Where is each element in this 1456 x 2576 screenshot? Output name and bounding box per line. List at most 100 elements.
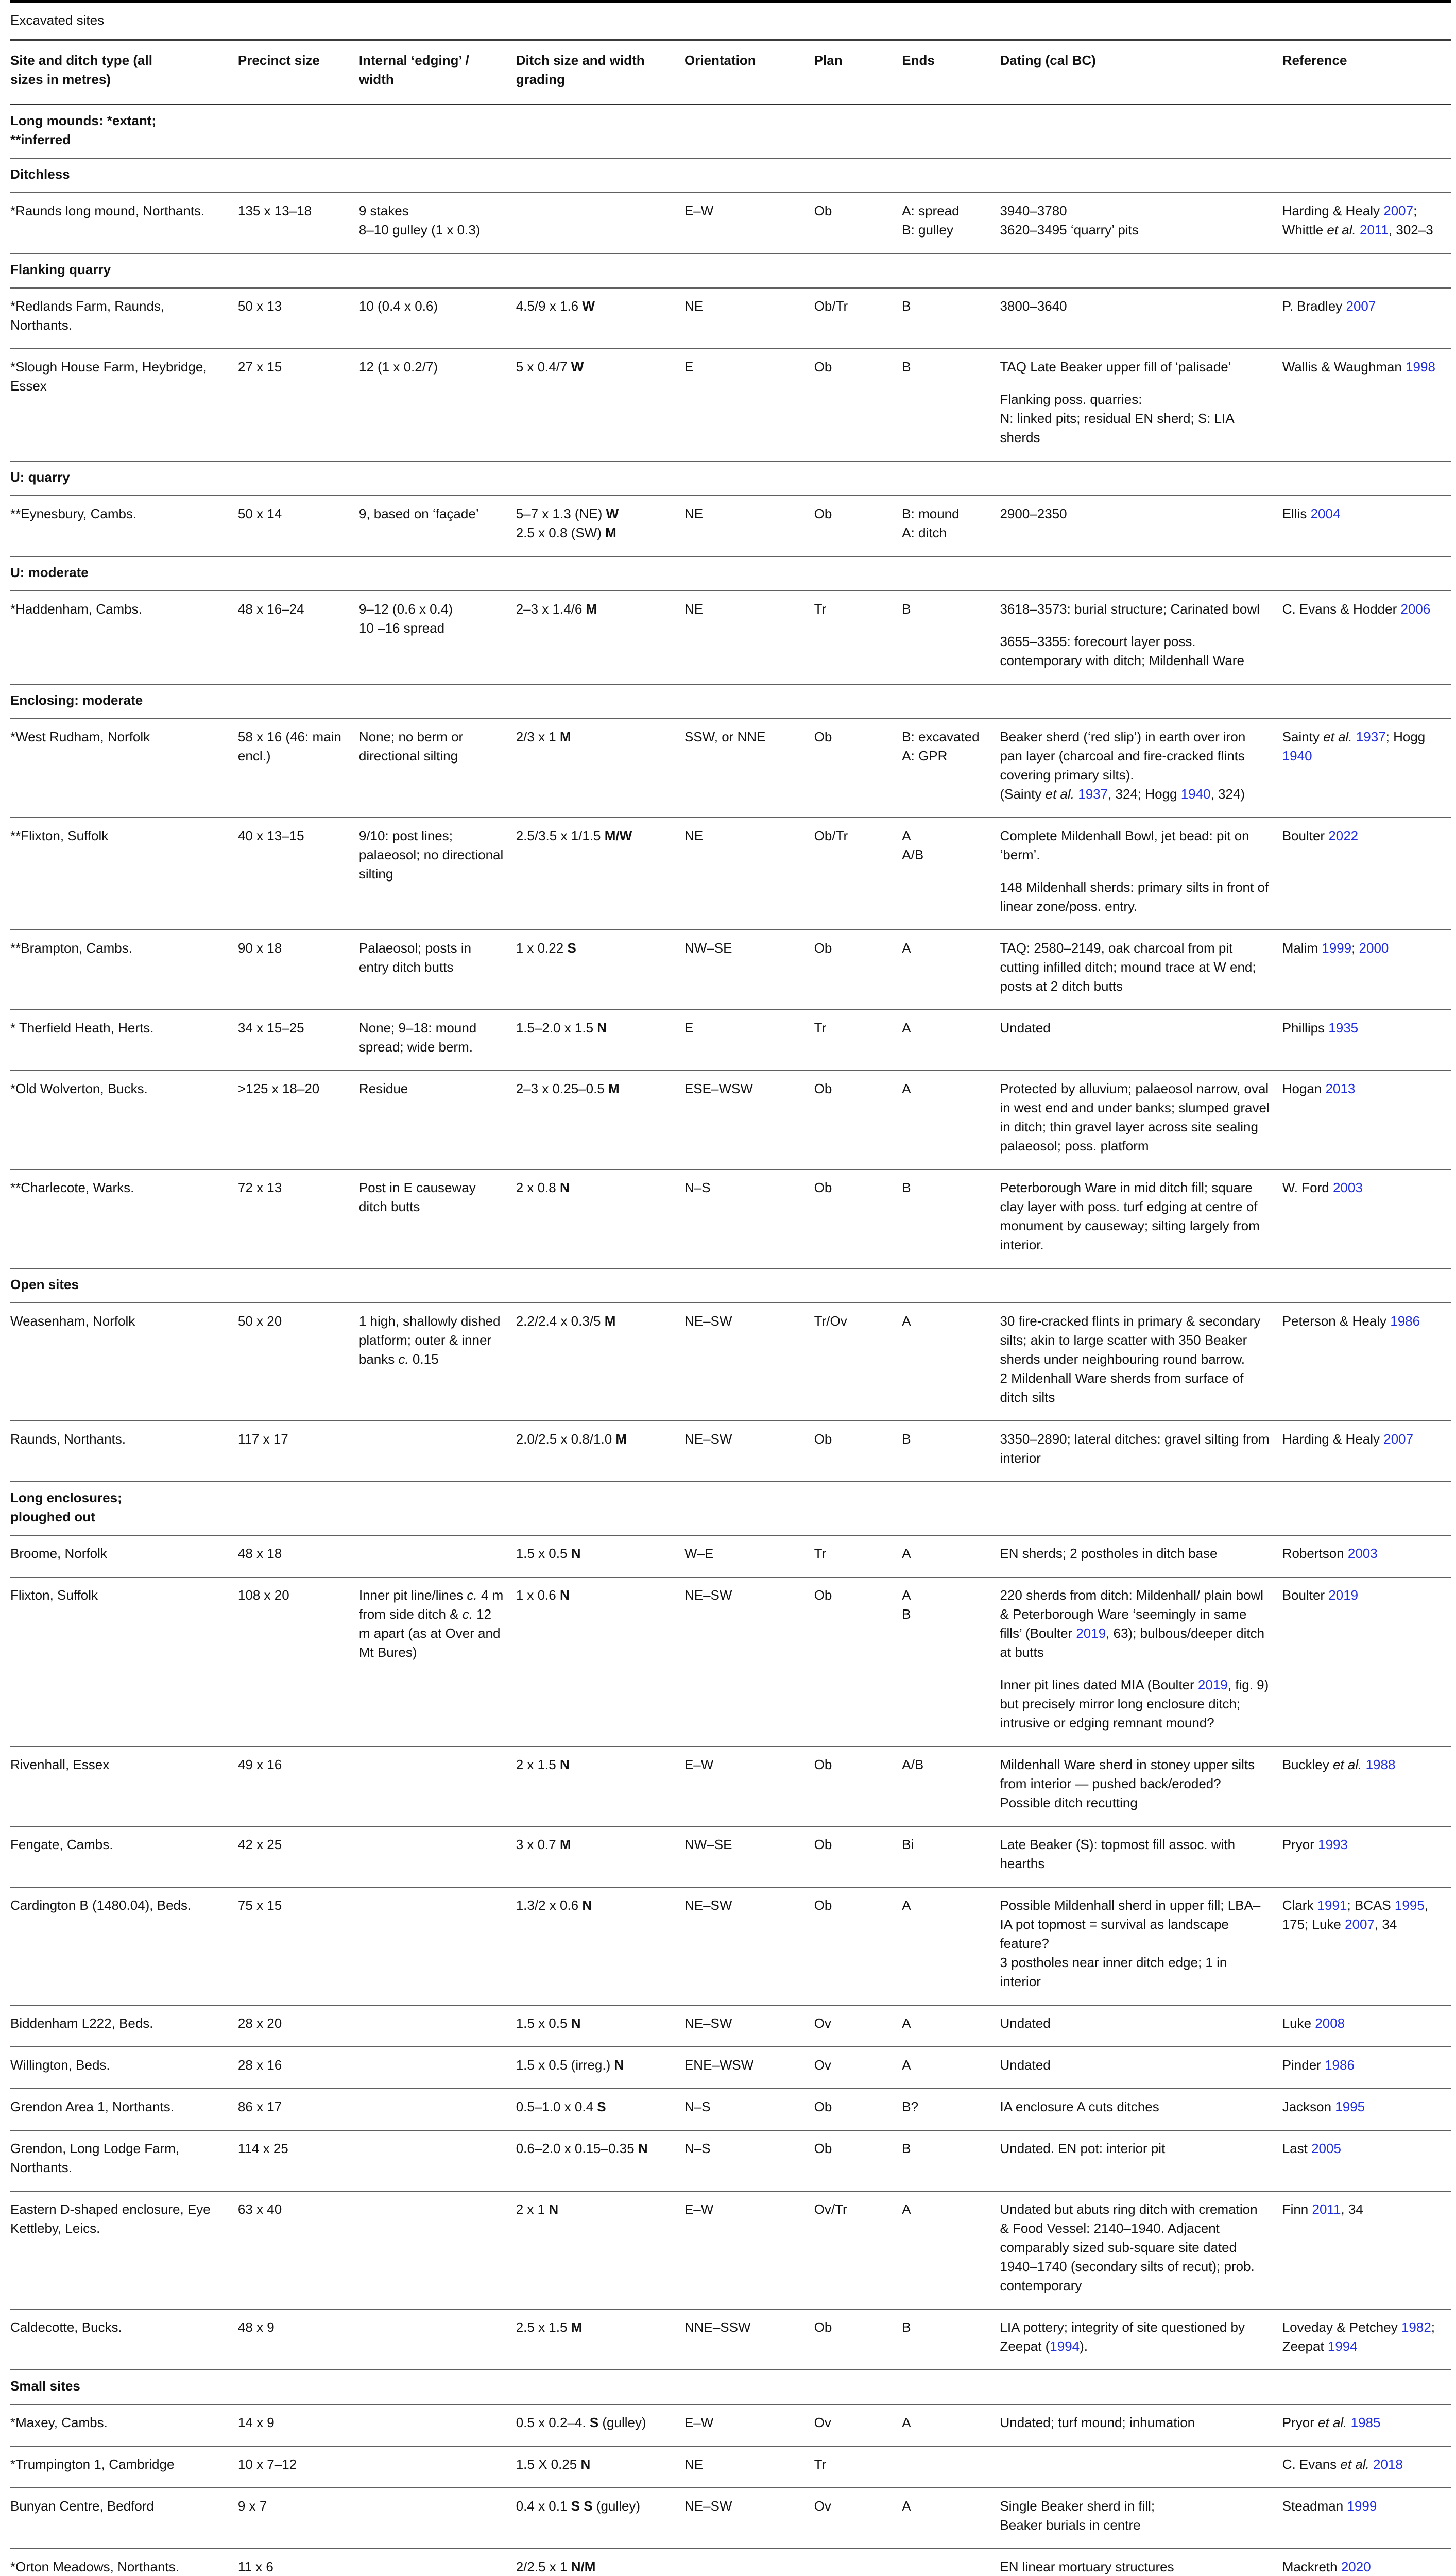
cell-edging: None; no berm or directional silting	[358, 718, 516, 817]
citation-link[interactable]: 1991	[1317, 1897, 1347, 1913]
citation-link[interactable]: 1993	[1318, 1837, 1348, 1852]
table-title: Excavated sites	[10, 3, 1451, 41]
cell-precinct: 28 x 20	[237, 2005, 359, 2046]
citation-link[interactable]: 2007	[1383, 1431, 1414, 1447]
citation-link[interactable]: 2020	[1341, 2559, 1371, 2574]
citation-link[interactable]: 1998	[1406, 359, 1435, 375]
cell-line: SSW, or NNE	[684, 729, 766, 744]
cell-line: Pryor et al. 1985	[1282, 2415, 1381, 2430]
column-header-dating: Dating (cal BC)	[1000, 41, 1282, 105]
citation-link[interactable]: 2013	[1325, 1081, 1356, 1096]
citation-link[interactable]: 1986	[1325, 2057, 1355, 2073]
cell-precinct: 86 x 17	[237, 2088, 359, 2130]
cell-site: *West Rudham, Norfolk	[10, 718, 238, 817]
column-header-label: Precinct size	[237, 53, 320, 68]
citation-link[interactable]: 1986	[1390, 1313, 1420, 1329]
citation-link[interactable]: 2000	[1359, 940, 1389, 956]
cell-dating: IA enclosure A cuts ditches	[1000, 2088, 1282, 2130]
citation-link[interactable]: 2007	[1346, 298, 1376, 314]
cell-orientation: NNE–SSW	[684, 2309, 814, 2369]
citation-link[interactable]: 2011	[1359, 222, 1389, 238]
citation-link[interactable]: 1937	[1078, 786, 1108, 802]
cell-line: Raunds, Northants.	[10, 1431, 126, 1447]
cell-line: 2–3 x 1.4/6 M	[516, 601, 597, 617]
cell-line: 108 x 20	[237, 1587, 289, 1603]
citation-link[interactable]: 1940	[1180, 786, 1211, 802]
cell-line: Loveday & Petchey 1982; Zeepat 1994	[1282, 2319, 1435, 2354]
cell-line: Sainty et al. 1937; Hogg 1940	[1282, 729, 1426, 764]
citation-link[interactable]: 2004	[1310, 506, 1341, 521]
citation-link[interactable]: 2018	[1373, 2456, 1403, 2472]
citation-link[interactable]: 1999	[1347, 2498, 1377, 2514]
citation-link[interactable]: 2019	[1076, 1625, 1106, 1641]
cell-precinct: 11 x 6	[237, 2548, 359, 2576]
citation-link[interactable]: 1994	[1327, 2338, 1358, 2354]
cell-line: 0.5 x 0.2–4. S (gulley)	[516, 2415, 646, 2430]
cell-plan: Tr/Ov	[814, 1302, 902, 1420]
cell-edging: None; 9–18: mound spread; wide berm.	[358, 1009, 516, 1070]
column-header-label: Ditch size and width grading	[516, 53, 645, 87]
cell-site: **Brampton, Cambs.	[10, 929, 238, 1009]
cell-plan: Tr	[814, 590, 902, 684]
citation-link[interactable]: 2019	[1328, 1587, 1359, 1603]
cell-dating: TAQ: 2580–2149, oak charcoal from pit cu…	[1000, 929, 1282, 1009]
cell-dating: EN sherds; 2 postholes in ditch base	[1000, 1535, 1282, 1577]
text-segment: M	[560, 1837, 571, 1852]
cell-line: 3618–3573: burial structure; Carinated b…	[1000, 601, 1260, 617]
cell-dating: 2900–2350	[1000, 495, 1282, 556]
cell-reference: Steadman 1999	[1282, 2487, 1451, 2548]
section-header-label: Small sites	[10, 2378, 80, 2394]
citation-link[interactable]: 1935	[1328, 1020, 1359, 1036]
cell-site: *Slough House Farm, Heybridge, Essex	[10, 348, 238, 461]
citation-link[interactable]: 1999	[1322, 940, 1352, 956]
cell-line: 1.5–2.0 x 1.5 N	[516, 1020, 607, 1036]
citation-link[interactable]: 2008	[1315, 2015, 1345, 2031]
citation-link[interactable]: 2007	[1345, 1917, 1375, 1932]
cell-reference: Pryor 1993	[1282, 1826, 1451, 1887]
citation-link[interactable]: 1988	[1365, 1757, 1396, 1772]
citation-link[interactable]: 1985	[1350, 2415, 1381, 2430]
citation-link[interactable]: 2022	[1328, 828, 1359, 843]
cell-line: Tr/Ov	[814, 1313, 847, 1329]
citation-link[interactable]: 1937	[1356, 729, 1386, 744]
cell-orientation: NE	[684, 817, 814, 929]
cell-line: 3 postholes near inner ditch edge; 1 in …	[1000, 1955, 1227, 1989]
text-segment: M	[608, 1081, 620, 1096]
citation-link[interactable]: 1995	[1335, 2099, 1365, 2114]
citation-link[interactable]: 2006	[1400, 601, 1431, 617]
cell-ends: A	[902, 2005, 1000, 2046]
cell-site: Biddenham L222, Beds.	[10, 2005, 238, 2046]
cell-edging	[358, 1420, 516, 1481]
citation-link[interactable]: 2011	[1312, 2201, 1341, 2217]
table-row: Grendon Area 1, Northants. 86 x 17 0.5–1.0…	[10, 2088, 1451, 2130]
cell-line: Ob	[814, 729, 832, 744]
citation-link[interactable]: 2019	[1197, 1677, 1228, 1692]
cell-line: NE–SW	[684, 1587, 732, 1603]
cell-dating: Undated	[1000, 2046, 1282, 2088]
citation-link[interactable]: 2005	[1311, 2141, 1341, 2156]
column-header-label: Site and ditch type (all sizes in metres…	[10, 53, 152, 87]
cell-site: **Charlecote, Warks.	[10, 1169, 238, 1268]
cell-line: Tr	[814, 1546, 827, 1561]
citation-link[interactable]: 1994	[1050, 2338, 1080, 2354]
cell-line: Pryor 1993	[1282, 1837, 1348, 1852]
cell-ends: B	[902, 1169, 1000, 1268]
citation-link[interactable]: 2003	[1347, 1546, 1378, 1561]
cell-line: Beaker sherd (‘red slip’) in earth over …	[1000, 729, 1246, 783]
cell-line: Mackreth 2020	[1282, 2559, 1371, 2574]
cell-line: A/B	[902, 1757, 924, 1772]
cell-precinct: 48 x 16–24	[237, 590, 359, 684]
cell-dating: EN linear mortuary structures	[1000, 2548, 1282, 2576]
cell-orientation: E	[684, 1009, 814, 1070]
citation-link[interactable]: 1940	[1282, 748, 1312, 764]
citation-link[interactable]: 2007	[1383, 203, 1414, 218]
cell-line: A: GPR	[902, 748, 948, 764]
cell-ends: B: mound A: ditch	[902, 495, 1000, 556]
citation-link[interactable]: 1982	[1401, 2319, 1431, 2335]
cell-plan: Ob	[814, 1070, 902, 1169]
text-segment: N	[580, 2456, 591, 2472]
citation-link[interactable]: 2003	[1332, 1180, 1363, 1195]
cell-line: Steadman 1999	[1282, 2498, 1377, 2514]
citation-link[interactable]: 1995	[1394, 1897, 1425, 1913]
cell-site: **Eynesbury, Cambs.	[10, 495, 238, 556]
